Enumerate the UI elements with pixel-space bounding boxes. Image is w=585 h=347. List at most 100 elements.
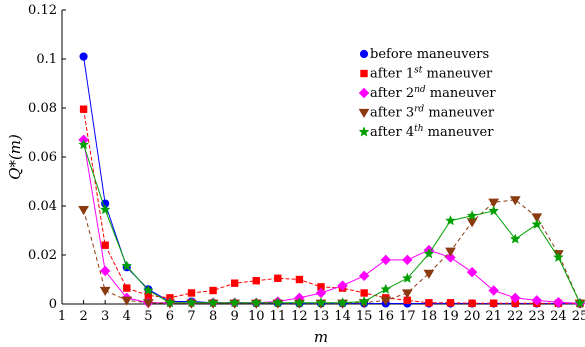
x-tick-label: 18 xyxy=(421,309,438,324)
x-tick-label: 24 xyxy=(550,309,567,324)
data-point xyxy=(164,297,176,308)
x-tick-label: 25 xyxy=(572,309,585,324)
data-point xyxy=(209,286,217,295)
x-tick-label: 20 xyxy=(464,309,481,324)
x-tick-label: 6 xyxy=(166,309,174,324)
legend-label: after 2nd maneuver xyxy=(370,85,496,101)
x-tick-label: 19 xyxy=(442,309,459,324)
data-point xyxy=(466,266,478,278)
x-tick-label: 9 xyxy=(231,309,239,324)
data-point xyxy=(272,297,284,308)
data-point xyxy=(142,299,154,309)
x-tick-label: 13 xyxy=(313,309,330,324)
data-point xyxy=(488,205,500,216)
data-point xyxy=(337,280,348,291)
data-point xyxy=(252,277,260,285)
legend-marker xyxy=(360,69,368,78)
data-point xyxy=(401,289,413,299)
legend-marker xyxy=(358,87,370,99)
x-tick-label: 17 xyxy=(399,309,416,324)
data-point xyxy=(553,251,564,263)
data-point xyxy=(401,272,413,283)
data-point xyxy=(315,297,327,308)
y-tick-label: 0 xyxy=(49,297,57,312)
data-point xyxy=(121,296,133,306)
data-point xyxy=(489,299,498,307)
data-point xyxy=(445,252,456,263)
y-tick-label: 0.06 xyxy=(28,150,57,165)
x-tick-label: 4 xyxy=(123,309,131,324)
data-point xyxy=(99,286,111,297)
legend-label: before maneuvers xyxy=(370,47,489,62)
data-point xyxy=(380,254,391,266)
data-point xyxy=(121,260,133,271)
y-tick-label: 0.08 xyxy=(28,101,57,116)
data-point xyxy=(337,297,348,308)
data-point xyxy=(509,196,521,206)
legend-label: after 4th maneuver xyxy=(370,124,494,140)
data-point xyxy=(295,275,304,284)
x-tick-label: 2 xyxy=(79,309,87,324)
data-point xyxy=(423,269,435,279)
data-point xyxy=(123,284,131,292)
x-tick-label: 10 xyxy=(248,309,265,324)
data-point xyxy=(274,274,282,282)
data-point xyxy=(99,204,111,215)
data-point xyxy=(186,297,197,308)
axes: 1 2 3 4 5 6 7 8 9 10 11 12 13 14 15 16 17 18 19 20 21 22 23 24 2… xyxy=(28,3,585,324)
data-point xyxy=(380,283,392,294)
data-point xyxy=(488,198,500,208)
data-point xyxy=(380,296,392,306)
legend-item: before maneuvers xyxy=(359,47,489,62)
data-point xyxy=(468,299,476,307)
data-point xyxy=(101,241,109,249)
x-tick-label: 7 xyxy=(187,309,195,324)
data-point xyxy=(510,292,521,304)
x-tick-label: 11 xyxy=(270,309,287,324)
x-tick-label: 3 xyxy=(101,309,109,324)
data-point xyxy=(488,285,499,296)
data-point xyxy=(574,297,585,308)
data-point xyxy=(531,213,543,223)
x-tick-label: 23 xyxy=(529,309,546,324)
x-tick-label: 5 xyxy=(144,309,152,324)
x-tick-label: 16 xyxy=(377,309,394,324)
data-point xyxy=(445,215,456,226)
y-tick-label: 0.04 xyxy=(28,199,57,214)
data-point xyxy=(142,284,154,296)
data-point xyxy=(294,297,305,308)
legend-marker xyxy=(358,108,370,118)
legend: before maneuvers after 1st maneuver after … xyxy=(358,47,496,140)
series-line xyxy=(83,144,581,304)
data-point xyxy=(553,297,564,308)
data-point xyxy=(402,254,413,266)
data-point xyxy=(99,265,111,277)
data-point xyxy=(79,52,88,61)
data-point xyxy=(78,139,89,150)
legend-item: after 2nd maneuver xyxy=(358,85,496,101)
data-point xyxy=(229,297,241,308)
legend-label: after 1st maneuver xyxy=(370,66,493,82)
data-point xyxy=(207,297,219,308)
data-point xyxy=(78,206,89,216)
legend-marker xyxy=(359,49,369,59)
y-tick-label: 0.02 xyxy=(28,248,57,263)
x-tick-label: 14 xyxy=(334,309,351,324)
data-point xyxy=(531,295,543,306)
data-point xyxy=(358,270,370,282)
data-point xyxy=(358,295,370,307)
x-tick-label: 8 xyxy=(209,309,217,324)
data-point xyxy=(466,218,478,228)
series-line xyxy=(83,199,581,304)
data-point xyxy=(423,248,435,259)
data-point xyxy=(445,247,456,257)
legend-item: after 1st maneuver xyxy=(360,66,493,82)
data-point xyxy=(230,279,239,287)
x-tick-label: 21 xyxy=(485,309,502,324)
data-point xyxy=(360,289,368,297)
data-point xyxy=(531,218,543,229)
x-tick-label: 1 xyxy=(58,309,66,324)
x-tick-label: 22 xyxy=(507,309,524,324)
data-point xyxy=(187,289,196,297)
